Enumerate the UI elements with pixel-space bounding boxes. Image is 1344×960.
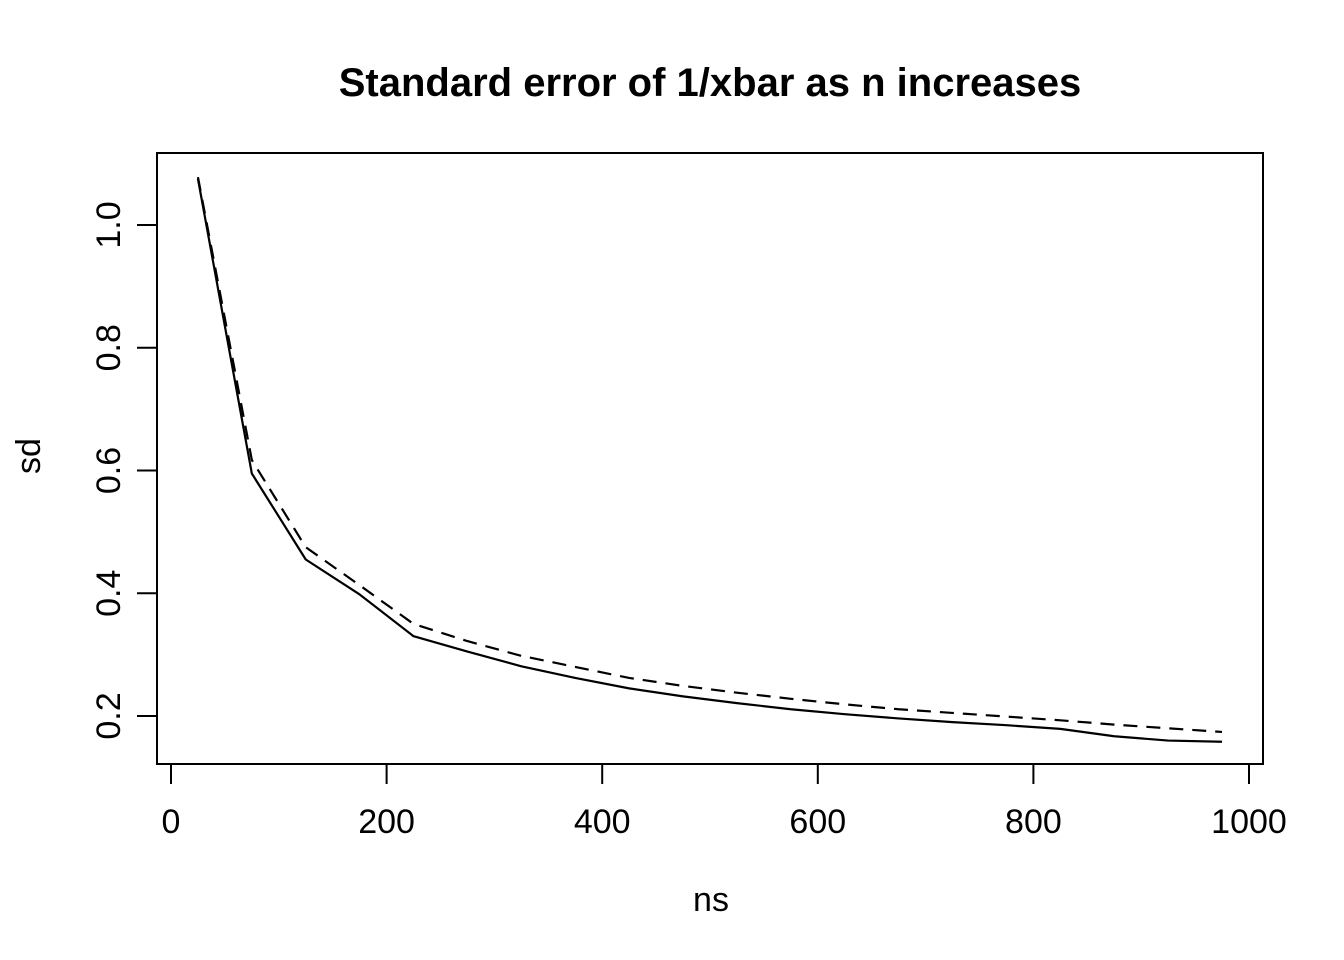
y-axis-tick-label: 1.0 [90, 201, 128, 248]
y-axis-tick-label: 0.4 [90, 570, 128, 617]
x-axis-tick-label: 600 [789, 803, 846, 841]
x-axis-tick-label: 1000 [1211, 803, 1287, 841]
x-axis-tick-label: 200 [358, 803, 415, 841]
chart-title: Standard error of 1/xbar as n increases [339, 61, 1082, 105]
x-axis-tick-label: 400 [574, 803, 631, 841]
x-axis-tick-label: 800 [1005, 803, 1062, 841]
series-line-dashed [196, 176, 1223, 734]
y-axis-tick-label: 0.8 [90, 324, 128, 371]
series-line-solid [196, 178, 1223, 743]
x-axis-label: ns [693, 881, 729, 919]
y-axis-label: sd [10, 438, 48, 474]
y-axis-tick-label: 0.6 [90, 447, 128, 494]
x-axis-tick-label: 0 [162, 803, 181, 841]
y-axis-tick-label: 0.2 [90, 692, 128, 739]
plot-box [156, 152, 1264, 765]
